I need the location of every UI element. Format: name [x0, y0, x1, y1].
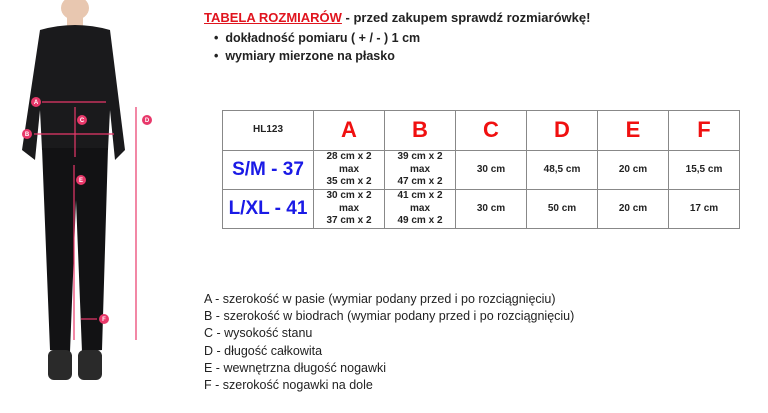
size-label: S/M - 37 [222, 150, 314, 190]
table-cell: 17 cm [668, 189, 740, 229]
page-title: TABELA ROZMIARÓW - przed zakupem sprawdź… [204, 10, 590, 25]
figure-label-e: E [79, 178, 83, 184]
cell-line: 30 cm x 2 [326, 190, 372, 202]
legend-item: F - szerokość nogawki na dole [204, 378, 373, 393]
figure-label-a: A [34, 100, 39, 106]
size-label: L/XL - 41 [222, 189, 314, 229]
title-rest: - przed zakupem sprawdź rozmiarówkę! [341, 10, 591, 25]
cell-line: 35 cm x 2 [326, 176, 372, 188]
cell-line: 37 cm x 2 [326, 215, 372, 227]
table-cell: 50 cm [526, 189, 598, 229]
table-cell: 15,5 cm [668, 150, 740, 190]
column-header: A [313, 110, 385, 151]
figure-label-f: F [102, 317, 106, 323]
table-header-row: HL123 A B C D E F [222, 110, 740, 151]
cell-line: 47 cm x 2 [397, 176, 443, 188]
cell-line: max [338, 163, 359, 175]
size-table: HL123 A B C D E F S/M - 37 28 cm x 2 max 3… [222, 110, 740, 229]
cell-line: 39 cm x 2 [397, 151, 443, 163]
figure-label-b: B [25, 132, 30, 138]
bullet-item: • dokładność pomiaru ( + / - ) 1 cm [214, 31, 421, 45]
measurement-legend: A - szerokość w pasie (wymiar podany prz… [204, 291, 574, 394]
model-measurement-figure: A B C D E F [22, 0, 152, 380]
table-cell: 28 cm x 2 max 35 cm x 2 [313, 150, 385, 190]
legend-item: E - wewnętrzna długość nogawki [204, 360, 387, 375]
column-header: C [455, 110, 527, 151]
title-red: TABELA ROZMIARÓW [204, 10, 342, 25]
table-cell: 30 cm [455, 150, 527, 190]
table-cell: 39 cm x 2 max 47 cm x 2 [384, 150, 456, 190]
bullet-text: wymiary mierzone na płasko [225, 49, 395, 63]
table-cell: 30 cm [455, 189, 527, 229]
column-header: D [526, 110, 598, 151]
figure-label-c: C [80, 118, 85, 124]
cell-line: 41 cm x 2 [397, 190, 443, 202]
cell-line: max [409, 202, 430, 214]
column-header: B [384, 110, 456, 151]
table-row: L/XL - 41 30 cm x 2 max 37 cm x 2 41 cm x … [222, 189, 740, 229]
figure-label-d: D [145, 118, 150, 124]
column-header: F [668, 110, 740, 151]
cell-line: max [338, 202, 359, 214]
table-cell: 30 cm x 2 max 37 cm x 2 [313, 189, 385, 229]
legend-item: C - wysokość stanu [204, 326, 313, 341]
bullet-text: dokładność pomiaru ( + / - ) 1 cm [225, 31, 421, 45]
table-row: S/M - 37 28 cm x 2 max 35 cm x 2 39 cm x 2… [222, 150, 740, 190]
table-cell: 41 cm x 2 max 49 cm x 2 [384, 189, 456, 229]
legend-item: A - szerokość w pasie (wymiar podany prz… [204, 292, 556, 306]
column-header: E [597, 110, 669, 151]
table-cell: 20 cm [597, 189, 669, 229]
cell-line: 49 cm x 2 [397, 215, 443, 227]
cell-line: 28 cm x 2 [326, 151, 372, 163]
cell-line: max [409, 163, 430, 175]
bullet-item: • wymiary mierzone na płasko [214, 49, 395, 63]
model-code: HL123 [222, 110, 314, 151]
table-cell: 48,5 cm [526, 150, 598, 190]
legend-item: B - szerokość w biodrach (wymiar podany … [204, 309, 575, 324]
legend-item: D - długość całkowita [204, 343, 323, 358]
table-cell: 20 cm [597, 150, 669, 190]
